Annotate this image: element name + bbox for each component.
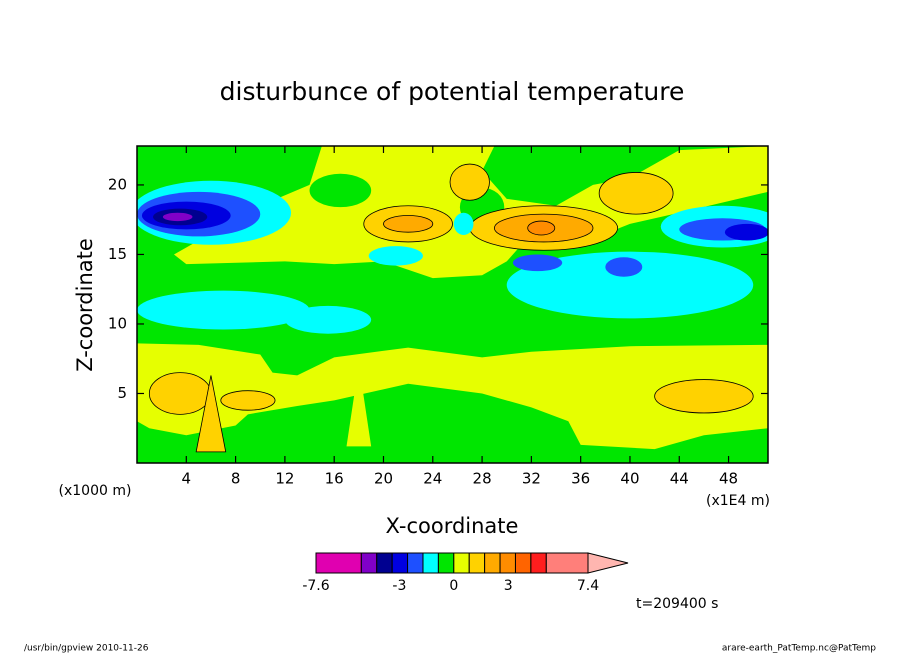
contour-region — [598, 172, 674, 215]
x-tick-label: 16 — [325, 470, 344, 488]
contour-region — [162, 212, 193, 222]
x-tick-label: 8 — [231, 470, 241, 488]
colorbar-box — [391, 552, 409, 574]
contour-region — [724, 223, 768, 241]
y-tick-label: 10 — [108, 314, 127, 332]
x-tick-label: 36 — [571, 470, 590, 488]
colorbar-box — [453, 552, 470, 574]
chart-title: disturbunce of potential temperature — [220, 77, 685, 106]
colorbar-box — [484, 552, 501, 574]
y-tick-label: 15 — [108, 245, 127, 263]
colorbar-box — [499, 552, 516, 574]
colorbar-box — [530, 552, 547, 574]
contour-field — [137, 146, 768, 463]
colorbar-box — [437, 552, 455, 574]
time-label: t=209400 s — [636, 596, 718, 612]
x-tick-label: 40 — [620, 470, 639, 488]
contour-region — [453, 212, 474, 235]
colorbar-box — [422, 552, 439, 574]
x-tick-label: 4 — [182, 470, 192, 488]
x-tick-label: 20 — [374, 470, 393, 488]
contour-region — [284, 305, 372, 334]
x-tick-label: 28 — [473, 470, 492, 488]
colorbar-box — [315, 552, 362, 574]
contour-region — [195, 375, 227, 453]
x-unit: (x1E4 m) — [706, 493, 770, 509]
colorbar-box — [545, 552, 589, 574]
contour-region — [605, 257, 643, 277]
contour-region — [383, 215, 434, 233]
x-tick-label: 48 — [719, 470, 738, 488]
footer-left: /usr/bin/gpview 2010-11-26 — [24, 644, 149, 654]
colorbar-tick-label: -7.6 — [302, 578, 329, 594]
colorbar-box — [514, 552, 532, 574]
colorbar-box — [360, 552, 378, 574]
contour-region — [654, 379, 754, 414]
colorbar-box — [376, 552, 393, 574]
contour-region — [309, 173, 372, 208]
x-tick-label: 32 — [522, 470, 541, 488]
y-tick-label: 20 — [108, 175, 127, 193]
contour-region — [527, 220, 556, 236]
contour-region — [148, 372, 212, 415]
contour-region — [368, 246, 423, 266]
contour-region — [346, 364, 372, 447]
x-tick-label: 24 — [423, 470, 442, 488]
colorbar-tick-label: 0 — [449, 578, 458, 594]
y-unit: (x1000 m) — [59, 483, 132, 499]
x-tick-label: 12 — [275, 470, 294, 488]
colorbar-box — [407, 552, 424, 574]
colorbar-box — [468, 552, 486, 574]
contour-region — [137, 343, 768, 450]
colorbar-tick-label: -3 — [392, 578, 406, 594]
plot-frame — [136, 145, 769, 464]
contour-region — [512, 254, 563, 272]
colorbar-tick-label: 3 — [504, 578, 513, 594]
contour-region — [220, 390, 276, 411]
x-tick-label: 44 — [670, 470, 689, 488]
y-tick-label: 5 — [117, 384, 127, 402]
contour-region — [449, 163, 490, 201]
x-axis-label: X-coordinate — [386, 514, 519, 538]
y-axis-label: Z-coordinate — [73, 238, 97, 372]
colorbar-extension — [587, 552, 629, 574]
contour-region — [506, 251, 754, 319]
contour-region — [137, 290, 310, 330]
colorbar-tick-label: 7.4 — [577, 578, 599, 594]
footer-right: arare-earth_PatTemp.nc@PatTemp — [722, 644, 876, 654]
